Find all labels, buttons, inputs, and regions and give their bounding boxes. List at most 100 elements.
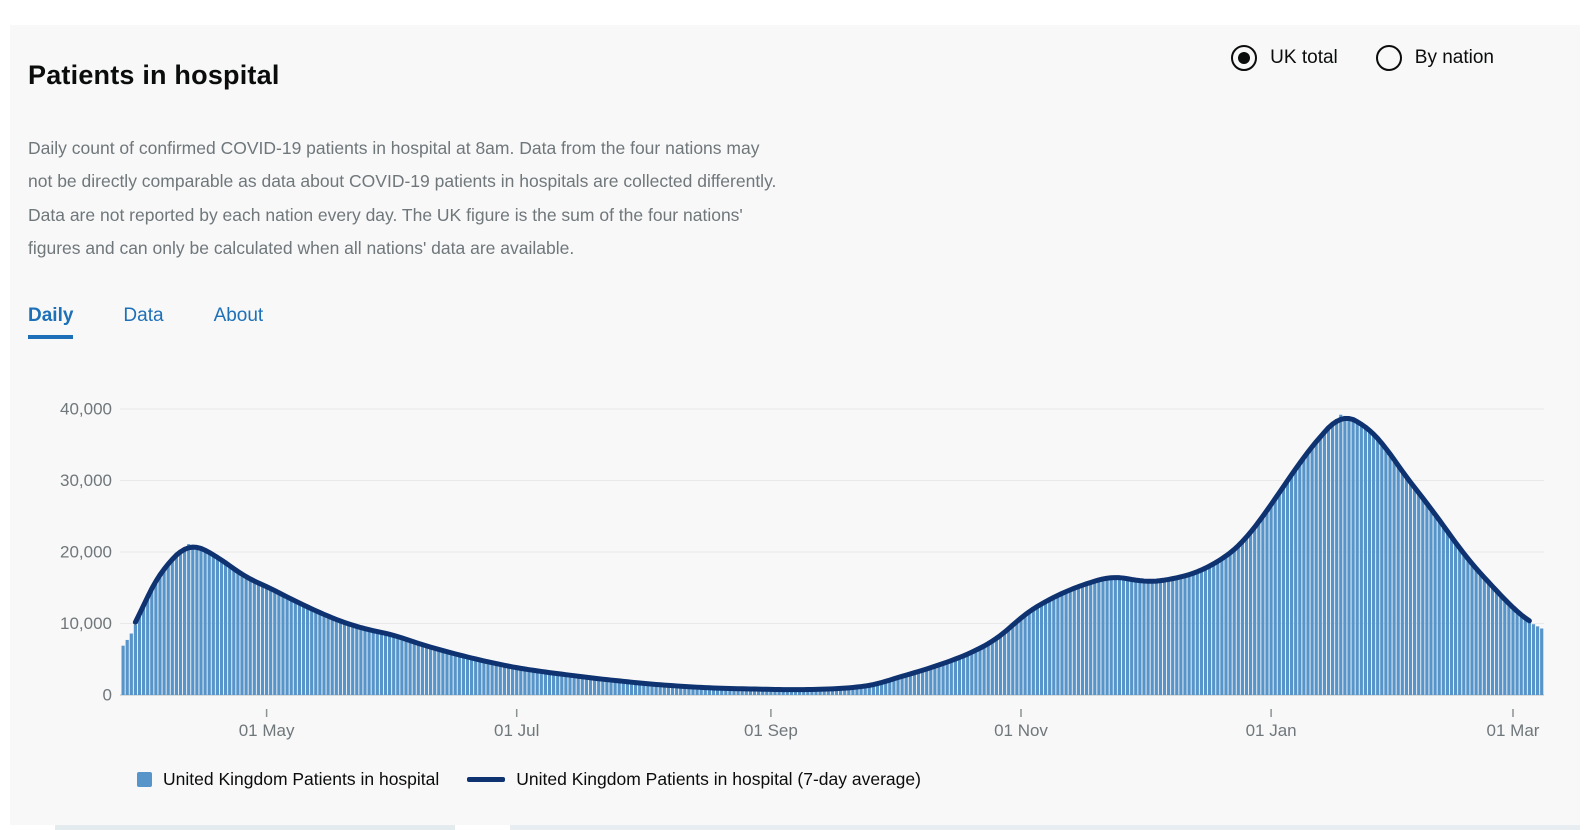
bar <box>1154 581 1158 695</box>
bar <box>1080 584 1085 695</box>
bar <box>1253 527 1257 695</box>
bar <box>970 652 974 695</box>
bar <box>318 612 322 695</box>
y-tick-label: 40,000 <box>60 399 112 418</box>
bar <box>527 669 531 695</box>
bar <box>953 659 957 695</box>
bar <box>1216 561 1220 695</box>
bar <box>1462 554 1466 695</box>
bar <box>781 689 785 695</box>
bar <box>1244 537 1249 695</box>
bar <box>716 688 720 695</box>
bar <box>810 689 814 695</box>
radio-uk-total-circle[interactable] <box>1231 45 1258 71</box>
radio-uk-total-label: UK total <box>1270 47 1338 68</box>
bar <box>1249 532 1253 695</box>
bar <box>1240 542 1244 695</box>
bar <box>412 642 416 695</box>
bar <box>371 630 375 695</box>
bar <box>1035 606 1039 695</box>
bar <box>634 682 638 695</box>
bar <box>1167 579 1171 695</box>
bar <box>515 667 519 695</box>
bar <box>703 687 707 695</box>
tab-about[interactable]: About <box>213 305 264 326</box>
bar <box>695 687 699 695</box>
bar <box>1478 573 1482 695</box>
bar <box>404 639 408 695</box>
bar <box>125 639 129 695</box>
bar <box>248 579 252 695</box>
bar <box>1109 576 1113 695</box>
bar <box>904 675 908 695</box>
bar <box>1060 593 1064 695</box>
line-series-label: United Kingdom Patients in hospital (7-d… <box>516 769 921 789</box>
bar <box>982 646 986 695</box>
bar <box>1068 589 1072 695</box>
bar <box>1499 595 1503 695</box>
next-card-edge-right <box>510 825 1580 830</box>
bar <box>908 673 912 695</box>
bar <box>191 544 195 695</box>
radio-uk-total[interactable]: UK total <box>1231 45 1338 71</box>
bar <box>1515 611 1519 695</box>
bar <box>1027 611 1031 695</box>
bar <box>301 605 306 695</box>
bar <box>1343 415 1347 695</box>
chart-legend: United Kingdom Patients in hospital Unit… <box>137 769 921 790</box>
bar <box>547 672 552 695</box>
radio-by-nation-circle[interactable] <box>1375 45 1402 71</box>
bar <box>773 689 777 695</box>
radio-by-nation[interactable]: By nation <box>1375 45 1494 71</box>
bar <box>1019 617 1023 695</box>
bar <box>1142 582 1146 695</box>
bar <box>683 686 687 695</box>
bar <box>1339 414 1343 695</box>
bar <box>400 637 404 695</box>
x-tick-label: 01 Nov <box>994 721 1048 740</box>
bar <box>711 687 716 695</box>
bar <box>519 668 523 695</box>
bar <box>474 659 478 695</box>
bar <box>162 567 166 695</box>
bar <box>359 627 363 695</box>
bar <box>355 626 359 695</box>
bar <box>986 643 990 695</box>
bar <box>662 685 666 695</box>
bar <box>511 667 515 695</box>
bar <box>195 545 199 695</box>
bar <box>490 662 494 695</box>
bar <box>535 670 539 695</box>
bar <box>1089 582 1093 695</box>
bar <box>1011 625 1015 695</box>
tab-data[interactable]: Data <box>123 305 164 326</box>
bar <box>584 677 588 695</box>
patients-chart[interactable]: 0 10,000 20,000 30,000 40,000 01 May 01 Jul 01 … <box>0 380 1587 745</box>
tab-daily[interactable]: Daily <box>28 305 74 339</box>
bar <box>1474 568 1478 695</box>
bar <box>281 594 285 695</box>
bar <box>347 624 351 695</box>
bar <box>1507 604 1511 695</box>
bar-series[interactable] <box>121 414 1544 695</box>
bar <box>830 688 834 695</box>
bar <box>929 667 933 695</box>
bar <box>1306 451 1310 695</box>
bar <box>215 557 219 695</box>
x-tick-label: 01 Sep <box>744 721 798 740</box>
bar <box>1347 417 1351 695</box>
bar <box>1113 576 1117 695</box>
bar <box>326 616 330 695</box>
bar <box>949 660 953 695</box>
bar <box>133 624 137 695</box>
bar <box>625 681 629 695</box>
bar <box>568 675 572 695</box>
bar <box>396 636 400 695</box>
bar <box>851 687 855 695</box>
bar <box>839 688 843 695</box>
bar <box>1302 456 1306 695</box>
bar <box>1470 563 1474 695</box>
view-toggle-group: UK total By nation <box>1231 45 1494 71</box>
bar <box>916 671 921 695</box>
bar <box>1314 441 1318 695</box>
